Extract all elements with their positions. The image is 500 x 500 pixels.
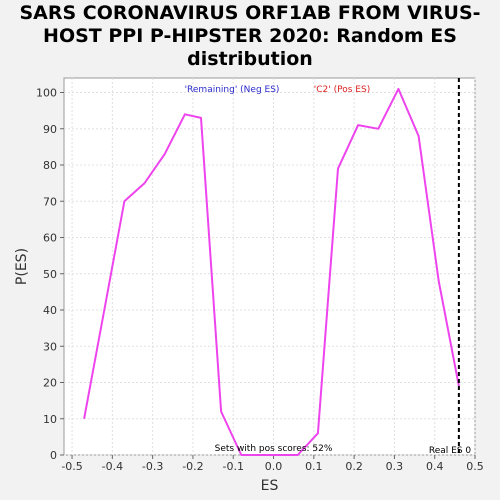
x-tick-label: -0.2 [182,460,203,473]
chart-title-line-2: HOST PPI P-HIPSTER 2020: Random ES [43,25,457,47]
chart-title-line-3: distribution [187,48,313,70]
x-tick-label: 0.0 [265,460,283,473]
legend-pos-es: 'C2' (Pos ES) [314,85,370,95]
x-tick-label: 0.2 [345,460,363,473]
y-tick-label: 90 [43,123,57,136]
x-axis-label: ES [261,478,279,494]
pos-scores-annotation: Sets with pos scores: 52% [215,444,333,454]
axis-ticks: -0.5 -0.4 -0.3 -0.2 -0.1 0.0 0.1 0.2 0.3 0.4 0.5 0 1… [36,87,484,474]
y-tick-label: 20 [43,377,57,390]
x-tick-label: 0.1 [305,460,323,473]
y-tick-label: 40 [43,304,57,317]
x-tick-label: -0.3 [142,460,163,473]
y-tick-label: 0 [50,449,57,462]
series-group [83,87,460,456]
real-es-label: Real ES 0 [429,446,472,456]
x-tick-label: 0.3 [386,460,404,473]
x-tick-label: 0.4 [426,460,444,473]
y-axis-label: P(ES) [14,248,30,285]
plot-area [63,77,476,456]
y-tick-label: 80 [43,159,57,172]
chart-title: SARS CORONAVIRUS ORF1AB FROM VIRUS- HOST… [0,2,500,71]
y-tick-label: 100 [36,87,57,100]
chart-title-line-1: SARS CORONAVIRUS ORF1AB FROM VIRUS- [19,2,481,24]
x-tick-label: -0.4 [102,460,123,473]
y-tick-label: 50 [43,268,57,281]
legend-neg-es: 'Remaining' (Neg ES) [185,85,280,95]
y-tick-label: 30 [43,340,57,353]
y-tick-label: 70 [43,195,57,208]
x-tick-label: 0.5 [466,460,484,473]
x-tick-label: -0.5 [61,460,82,473]
es-distribution-line [83,87,460,456]
y-tick-label: 60 [43,232,57,245]
x-tick-label: -0.1 [223,460,244,473]
y-tick-label: 10 [43,413,57,426]
